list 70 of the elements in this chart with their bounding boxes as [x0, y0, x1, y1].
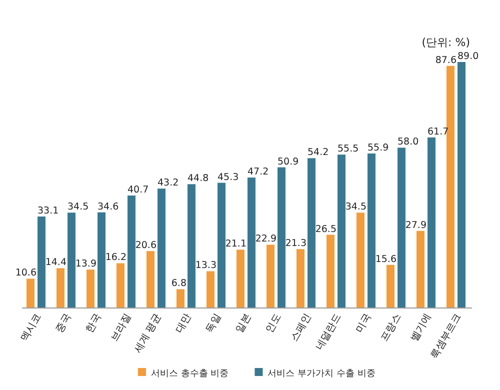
bar	[368, 153, 376, 308]
x-tick-label: 인도	[264, 312, 284, 335]
bar	[296, 249, 304, 308]
data-label: 50.9	[278, 156, 299, 168]
bar	[236, 250, 244, 308]
bar	[386, 264, 394, 308]
bar	[248, 178, 256, 308]
bar	[116, 263, 124, 308]
data-label: 34.5	[68, 202, 89, 213]
legend-label: 서비스 부가가치 수출 비중	[268, 369, 376, 379]
data-label: 20.6	[135, 240, 156, 252]
bar	[398, 148, 406, 308]
data-label: 10.6	[15, 268, 36, 279]
x-tick-label: 독일	[204, 312, 224, 335]
data-label: 22.9	[255, 234, 276, 245]
bar	[68, 212, 76, 308]
text: (단위: %)	[422, 36, 470, 49]
data-label: 40.7	[128, 184, 149, 196]
bar	[98, 212, 106, 308]
data-label: 27.9	[405, 220, 426, 231]
bar	[218, 182, 226, 308]
bar	[308, 158, 316, 308]
data-label: 45.3	[218, 172, 239, 183]
x-tick-label: 미국	[354, 312, 374, 335]
bar	[188, 184, 196, 308]
data-label: 34.6	[98, 201, 119, 212]
data-label: 21.1	[225, 238, 246, 250]
data-label: 15.6	[375, 254, 396, 265]
bar	[416, 230, 424, 308]
x-tick-label: 일본	[234, 312, 254, 335]
data-label: 26.5	[315, 224, 336, 235]
bar	[428, 137, 436, 308]
bar	[86, 270, 94, 308]
data-label: 55.5	[338, 144, 359, 155]
bar	[158, 188, 166, 308]
bar	[356, 212, 364, 308]
data-label: 43.2	[158, 178, 179, 189]
bar	[176, 289, 184, 308]
bar	[458, 62, 466, 308]
data-label: 87.6	[435, 54, 456, 66]
bar	[446, 66, 454, 308]
data-label: 13.3	[195, 260, 216, 272]
data-label: 34.5	[345, 202, 366, 213]
data-label: 47.2	[248, 166, 269, 178]
data-label: 14.4	[45, 257, 66, 268]
data-label: 54.2	[308, 147, 329, 158]
bar	[56, 268, 64, 308]
bar	[26, 278, 34, 308]
data-label: 89.0	[458, 51, 479, 62]
data-label: 13.9	[75, 258, 96, 270]
x-tick-label: 세계 평균	[132, 312, 164, 355]
data-label: 21.3	[285, 238, 306, 250]
data-label: 55.9	[368, 142, 389, 154]
bar	[206, 271, 214, 308]
x-tick-label: 한국	[84, 312, 104, 335]
data-label: 44.8	[188, 173, 209, 184]
bar	[266, 244, 274, 308]
bar	[128, 196, 136, 308]
x-tick-label: 중국	[54, 312, 74, 335]
legend-label: 서비스 총수출 비중	[151, 369, 229, 379]
x-tick-label: 대만	[174, 312, 194, 335]
bar	[38, 216, 46, 308]
bar	[146, 251, 154, 308]
data-label: 33.1	[38, 206, 59, 217]
data-label: 16.2	[105, 252, 126, 264]
data-label: 6.8	[171, 278, 186, 290]
bar	[326, 234, 334, 308]
bar	[278, 167, 286, 308]
bar	[338, 154, 346, 308]
data-label: 58.0	[398, 136, 419, 148]
